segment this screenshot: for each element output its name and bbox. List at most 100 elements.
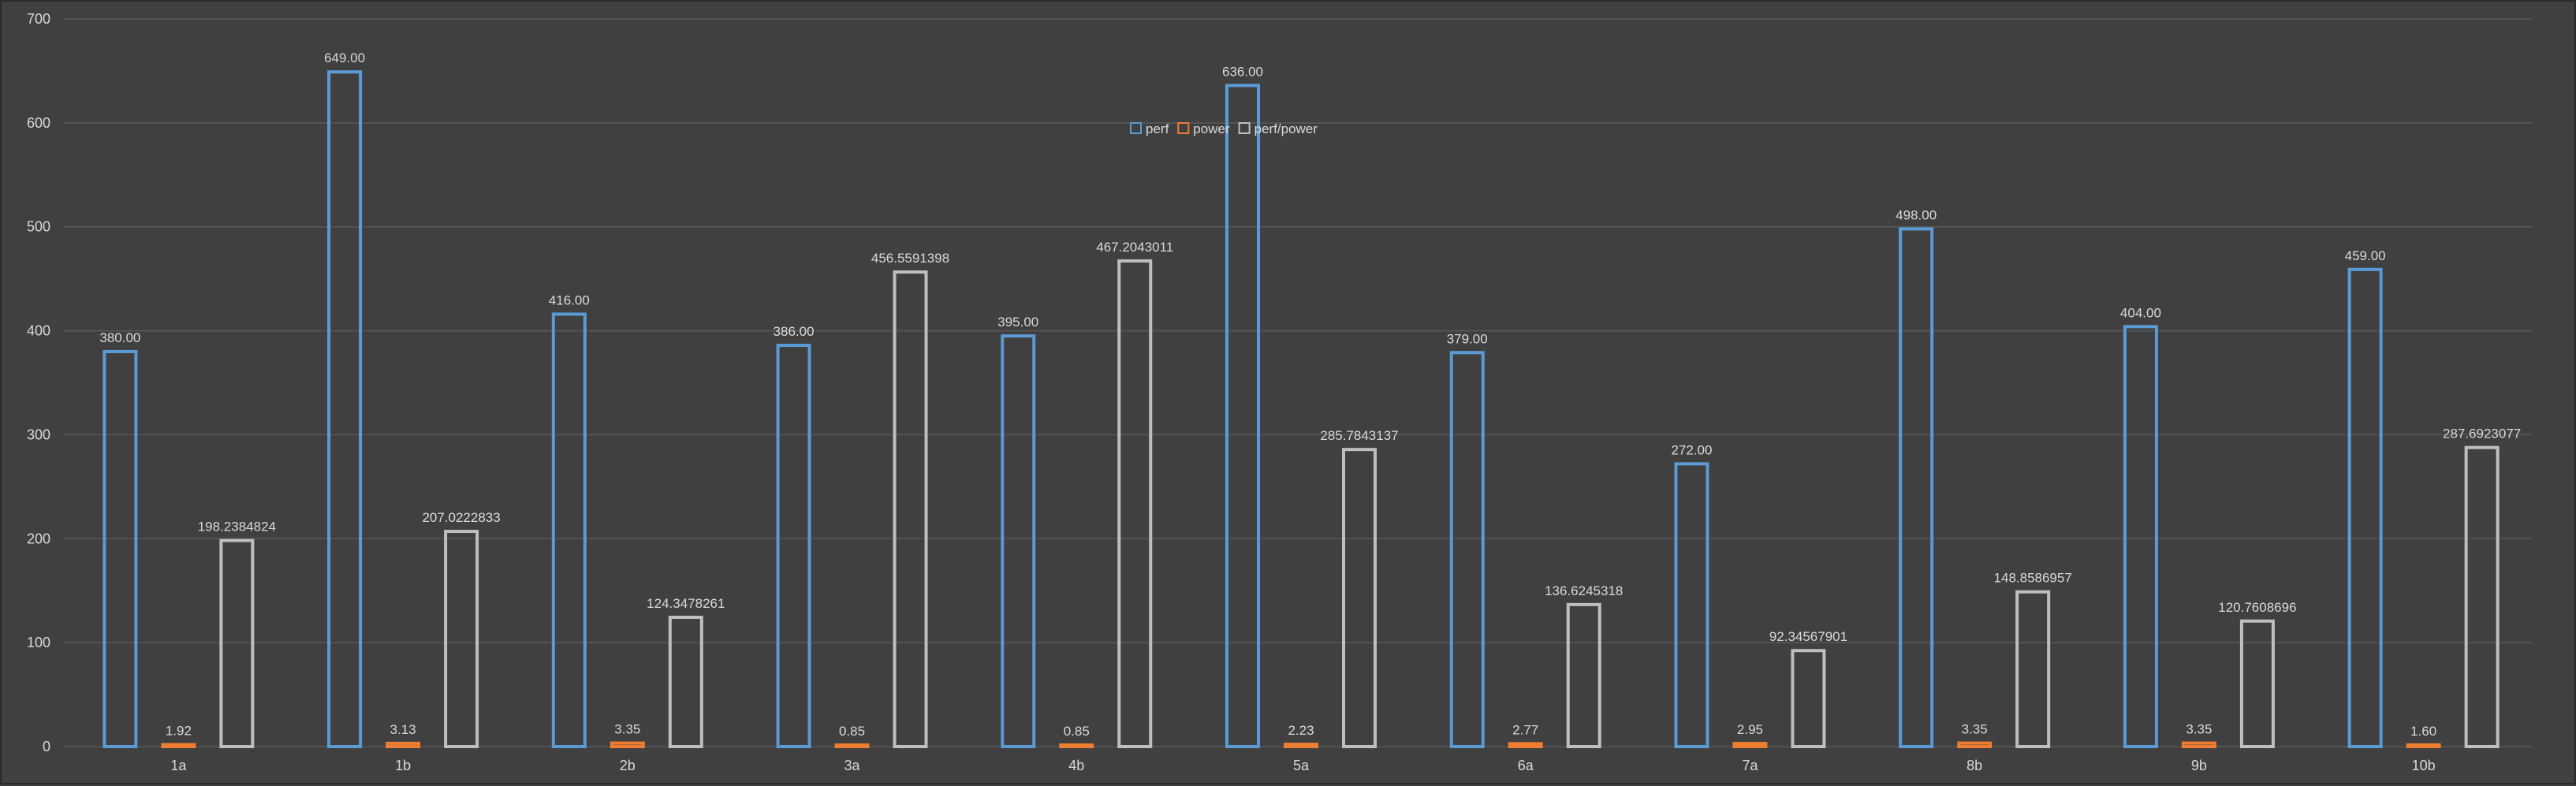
bar-perf-6a [1449,351,1485,748]
bar-perf-per-power-2b [668,616,703,748]
data-label-perf-per-power-5a: 285.7843137 [1320,428,1398,443]
bar-perf-5a [1225,84,1260,749]
y-tick-label: 300 [27,427,50,442]
bar-perf-9b [2123,325,2158,749]
bar-perf-per-power-9b [2239,619,2275,749]
data-label-power-4b: 0.85 [1064,724,1090,739]
bars [103,70,2500,749]
y-tick-label: 600 [27,115,50,131]
data-label-perf-3a: 386.00 [774,324,815,339]
data-label-perf-9b: 404.00 [2120,305,2161,320]
bar-power-1a [161,743,196,748]
x-tick-label: 3a [844,758,861,773]
bar-power-2b [610,741,645,748]
bar-power-5a [1284,743,1318,748]
gridlines [63,18,2533,747]
bar-perf-per-power-1b [444,530,479,748]
y-tick-label: 500 [27,219,50,235]
bar-perf-10b [2347,267,2383,749]
data-label-power-5a: 2.23 [1288,723,1314,738]
bar-perf-7a [1674,462,1709,748]
legend-label: perf [1146,121,1169,136]
data-label-perf-per-power-9b: 120.7608696 [2218,600,2296,615]
bar-power-3a [834,743,870,748]
data-label-perf-2b: 416.00 [549,292,590,307]
data-label-perf-per-power-6a: 136.6245318 [1545,583,1623,598]
legend-item-perf[interactable]: perf [1130,121,1169,136]
data-label-perf-5a: 636.00 [1222,64,1263,79]
data-label-power-8b: 3.35 [1962,722,1988,737]
y-axis-tick-labels: 0 100 200 300 400 500 600 700 [27,11,50,754]
bar-perf-4b [1001,334,1036,748]
data-label-power-3a: 0.85 [839,724,865,739]
data-labels: 380.00 1.92 198.2384824 649.00 3.13 207.02228… [99,50,2521,739]
bar-perf-per-power-5a [1342,448,1377,748]
bar-perf-per-power-8b [2015,590,2051,748]
bar-perf-1a [103,349,138,748]
x-tick-label: 9b [2191,758,2207,773]
x-tick-label: 8b [1966,758,1982,773]
bar-perf-per-power-3a [893,270,928,749]
data-label-power-7a: 2.95 [1737,722,1763,737]
bar-power-6a [1508,742,1543,748]
bar-perf-1b [327,70,363,749]
x-tick-label: 7a [1742,758,1758,773]
legend-swatch [1177,122,1190,134]
x-tick-label: 4b [1068,758,1084,773]
data-label-power-9b: 3.35 [2186,722,2212,737]
bar-perf-per-power-10b [2464,445,2500,749]
bar-perf-per-power-7a [1791,649,1826,748]
data-label-perf-8b: 498.00 [1896,207,1937,222]
x-tick-label: 10b [2412,758,2436,773]
bar-perf-per-power-6a [1566,602,1601,748]
bar-power-8b [1957,741,1993,748]
y-tick-label: 700 [27,11,50,27]
legend-swatch [1130,122,1142,134]
y-tick-label: 200 [27,531,50,546]
x-tick-label: 1a [170,758,187,773]
bar-perf-2b [551,312,587,748]
data-label-perf-per-power-8b: 148.8586957 [1994,571,2072,586]
data-label-power-1a: 1.92 [166,723,192,738]
data-label-perf-6a: 379.00 [1447,331,1488,346]
bar-power-4b [1059,743,1094,748]
data-label-power-6a: 2.77 [1512,722,1538,737]
data-label-perf-7a: 272.00 [1671,442,1712,457]
x-tick-label: 2b [620,758,636,773]
data-label-perf-4b: 395.00 [997,315,1038,330]
bar-power-7a [1732,742,1768,749]
data-label-perf-per-power-4b: 467.2043011 [1096,240,1173,255]
data-label-power-2b: 3.35 [614,722,640,737]
data-label-perf-per-power-1b: 207.0222833 [422,510,500,525]
x-tick-label: 6a [1518,758,1534,773]
data-label-perf-1a: 380.00 [99,330,140,345]
legend-swatch [1238,122,1251,134]
x-axis-tick-labels: 1a 1b 2b 3a 4b 5a 6a 7a 8b 9b 10b [170,758,2435,773]
data-label-perf-per-power-10b: 287.6923077 [2443,427,2521,441]
data-label-perf-1b: 649.00 [324,50,365,65]
legend-item-power[interactable]: power [1177,121,1230,136]
y-tick-label: 100 [27,635,50,650]
bar-perf-8b [1899,227,1934,748]
bar-power-10b [2406,743,2441,748]
bar-perf-3a [776,344,811,748]
data-label-perf-per-power-1a: 198.2384824 [198,520,276,535]
data-label-perf-per-power-3a: 456.5591398 [871,251,949,266]
bar-power-1b [386,741,421,748]
data-label-perf-per-power-2b: 124.3478261 [647,596,725,611]
data-label-power-1b: 3.13 [390,722,416,737]
data-label-perf-per-power-7a: 92.34567901 [1769,629,1847,644]
legend[interactable]: perf power perf/power [1130,121,1318,136]
y-tick-label: 400 [27,323,50,339]
legend-item-perf-per-power[interactable]: perf/power [1238,121,1318,136]
data-label-perf-10b: 459.00 [2345,248,2386,263]
bar-perf-per-power-1a [219,538,255,748]
y-tick-label: 0 [43,739,50,754]
x-tick-label: 1b [395,758,411,773]
x-tick-label: 5a [1293,758,1310,773]
legend-label: power [1193,121,1230,136]
data-label-power-10b: 1.60 [2410,724,2436,739]
bar-power-9b [2181,741,2216,748]
